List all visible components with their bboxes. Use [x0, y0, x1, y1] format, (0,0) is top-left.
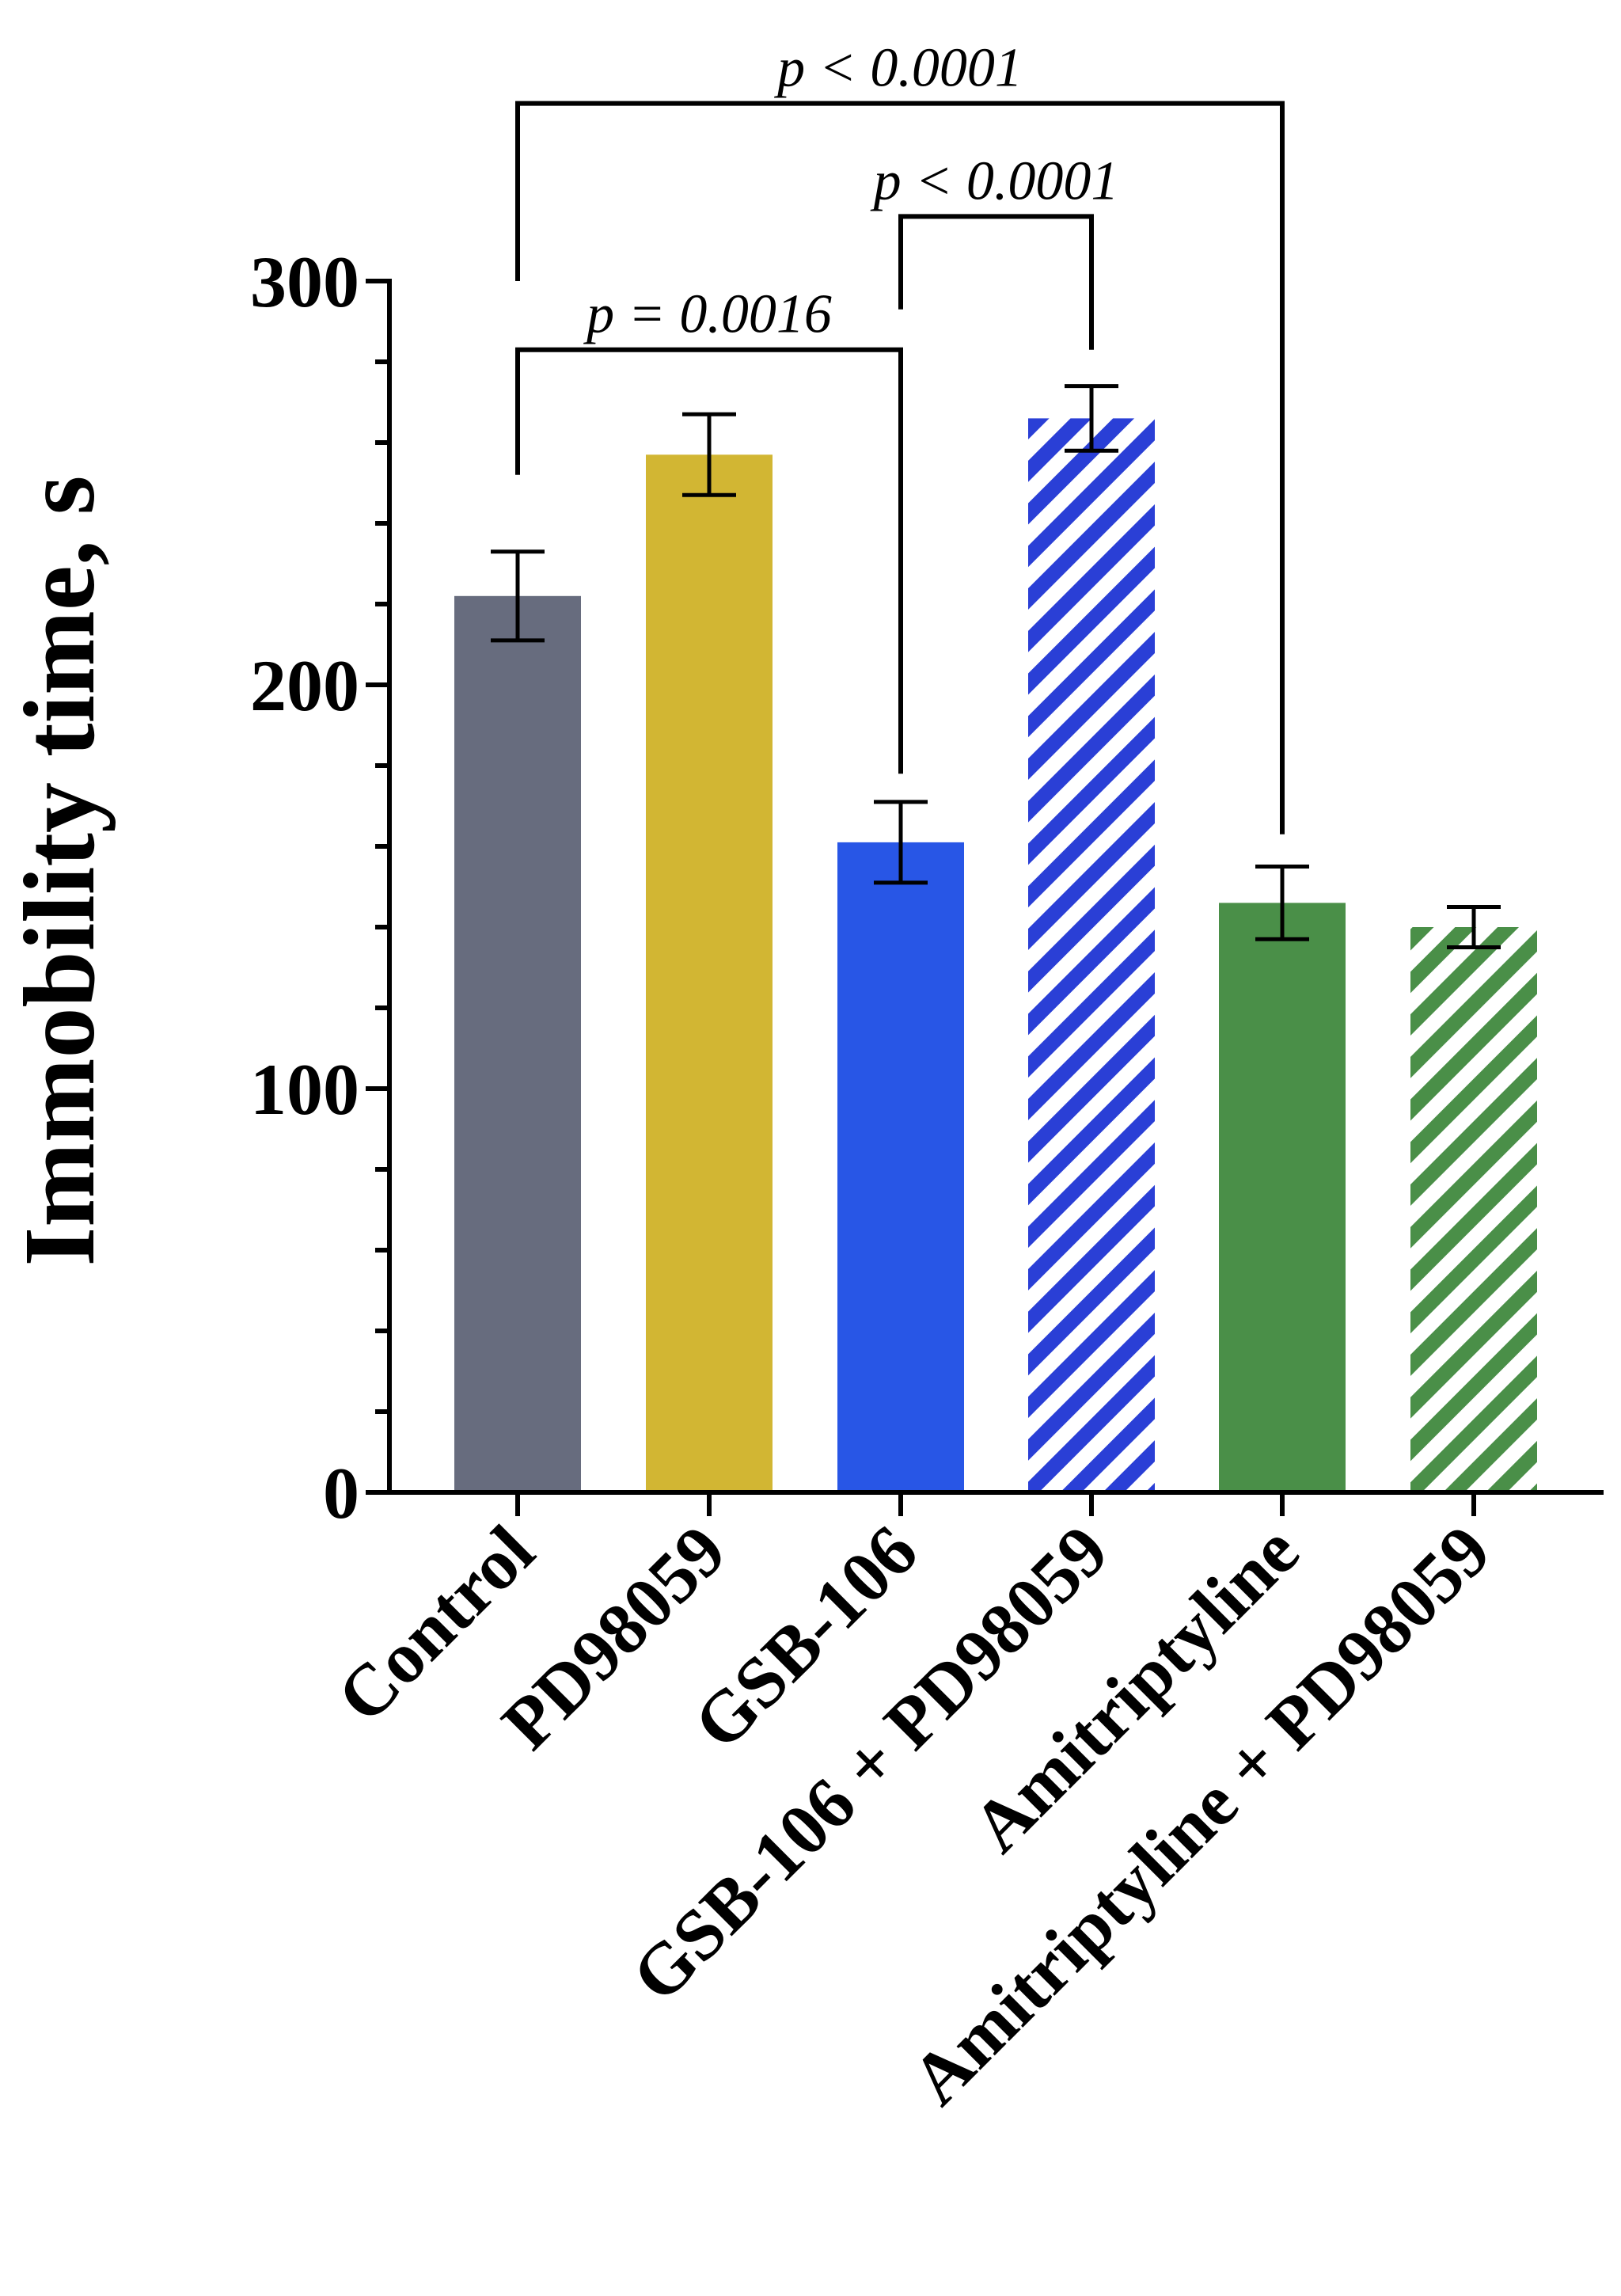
y-tick-label: 300 [250, 241, 359, 322]
y-tick-label: 100 [250, 1049, 359, 1130]
significance-bracket [515, 101, 1285, 834]
bar-gsb-106-pd98059 [1028, 418, 1155, 1492]
bar-pd98059 [646, 454, 773, 1492]
significance-annotations: p = 0.0016 p < 0.0001 p < 0.0001 [515, 38, 1285, 834]
x-tick-label: Amitriptyline [957, 1510, 1315, 1868]
y-tick-label: 200 [250, 645, 359, 726]
significance-label: p < 0.0001 [773, 38, 1023, 99]
y-tick-label: 0 [323, 1453, 359, 1534]
significance-bracket [898, 214, 1094, 350]
bar-amitriptyline [1219, 903, 1346, 1492]
y-axis: 0 100 200 300 [250, 241, 392, 1534]
significance-label: p = 0.0016 [583, 284, 832, 345]
bar-gsb-106 [837, 842, 964, 1492]
bars [454, 384, 1537, 1492]
significance-bracket [515, 347, 903, 774]
bar-amitriptyline-pd98059 [1410, 927, 1537, 1492]
significance-label: p < 0.0001 [870, 150, 1119, 211]
y-axis-title: Immobility time, s [3, 476, 116, 1267]
bar-control [454, 595, 581, 1492]
